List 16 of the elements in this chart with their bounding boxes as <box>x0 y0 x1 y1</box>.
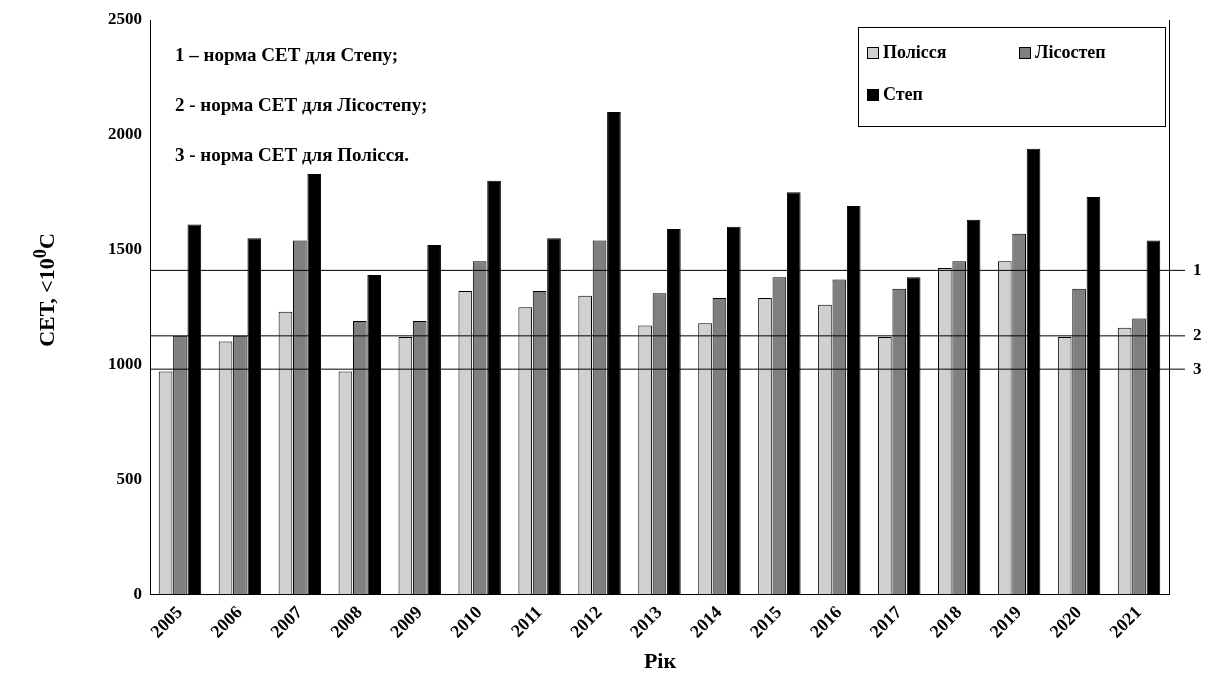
y-tick-label: 1500 <box>108 239 142 259</box>
y-tick-label: 2000 <box>108 124 142 144</box>
y-tick-label: 500 <box>116 468 142 488</box>
text: 3 <box>1193 358 1202 378</box>
annotation: 2 - норма СЕТ для Лісостепу; <box>175 93 428 117</box>
text: 2 <box>1193 325 1202 345</box>
y-tick-label: 0 <box>133 583 142 603</box>
y-tick-label: 1000 <box>108 353 142 373</box>
text: 1 <box>1193 259 1202 279</box>
legend-label: Полісся <box>883 42 947 63</box>
annotation: 3 - норма СЕТ для Полісся. <box>175 143 411 167</box>
y-tick-label: 2500 <box>108 9 142 29</box>
legend-label: Лісостеп <box>1035 42 1106 63</box>
x-axis-title: Рік <box>643 648 677 674</box>
annotation: 1 – норма СЕТ для Степу; <box>175 43 400 67</box>
legend-label: Степ <box>883 84 923 105</box>
